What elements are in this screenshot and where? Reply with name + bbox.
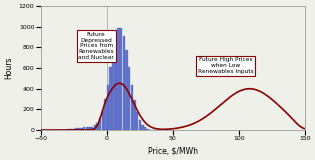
- Bar: [91, 127, 93, 130]
- Bar: [109, 67, 112, 130]
- Bar: [99, 118, 101, 130]
- Bar: [146, 129, 149, 130]
- Bar: [72, 129, 75, 130]
- Bar: [80, 128, 83, 130]
- Bar: [123, 36, 125, 130]
- Bar: [78, 128, 80, 130]
- Bar: [136, 112, 138, 130]
- Bar: [120, 28, 123, 130]
- Text: Future
Depressed
Prices from
Renewables
and Nuclear: Future Depressed Prices from Renewables …: [78, 32, 114, 60]
- Bar: [96, 123, 99, 130]
- Bar: [139, 120, 141, 130]
- Bar: [125, 50, 128, 130]
- Bar: [88, 127, 91, 130]
- Y-axis label: Hours: Hours: [4, 57, 13, 79]
- Bar: [101, 111, 104, 130]
- X-axis label: Price, $/MWh: Price, $/MWh: [148, 147, 198, 156]
- Bar: [131, 85, 133, 130]
- Text: Future High Prices
when Low
Renewables Inputs: Future High Prices when Low Renewables I…: [198, 57, 254, 74]
- Bar: [104, 100, 106, 130]
- Bar: [107, 84, 109, 130]
- Bar: [70, 129, 72, 130]
- Bar: [112, 50, 115, 130]
- Bar: [117, 28, 120, 130]
- Bar: [75, 128, 77, 130]
- Bar: [128, 67, 130, 130]
- Bar: [133, 100, 136, 130]
- Bar: [115, 36, 117, 130]
- Bar: [67, 129, 70, 130]
- Bar: [83, 128, 85, 130]
- Bar: [86, 127, 88, 130]
- Bar: [144, 127, 146, 130]
- Bar: [141, 125, 144, 130]
- Bar: [94, 125, 96, 130]
